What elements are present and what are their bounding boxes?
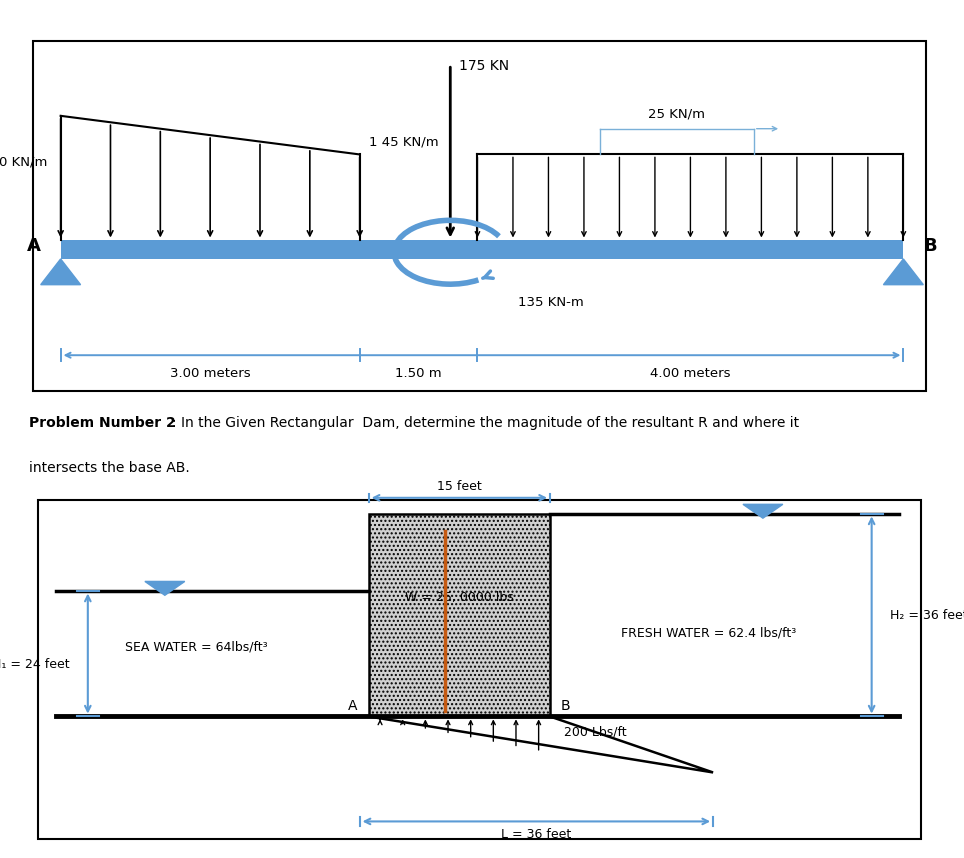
Text: 135 KN-m: 135 KN-m xyxy=(519,296,584,309)
Text: 175 KN: 175 KN xyxy=(459,59,509,73)
Polygon shape xyxy=(743,505,783,518)
Text: H₂ = 36 feet: H₂ = 36 feet xyxy=(890,608,964,621)
Polygon shape xyxy=(368,716,713,772)
Text: : In the Given Rectangular  Dam, determine the magnitude of the resultant R and : : In the Given Rectangular Dam, determin… xyxy=(173,416,799,430)
Text: W = 25, 0000 lbs: W = 25, 0000 lbs xyxy=(405,591,514,604)
FancyBboxPatch shape xyxy=(34,41,926,391)
Polygon shape xyxy=(145,582,185,595)
Text: 1 45 KN/m: 1 45 KN/m xyxy=(368,135,439,148)
Text: 1.50 m: 1.50 m xyxy=(395,366,442,379)
Text: 15 feet: 15 feet xyxy=(437,480,482,492)
Text: Problem Number 2: Problem Number 2 xyxy=(29,416,175,430)
Polygon shape xyxy=(883,259,924,285)
Text: L = 36 feet: L = 36 feet xyxy=(501,828,572,841)
Text: FRESH WATER = 62.4 lbs/ft³: FRESH WATER = 62.4 lbs/ft³ xyxy=(621,626,796,639)
Text: B: B xyxy=(924,237,937,255)
Text: B: B xyxy=(561,699,571,713)
Text: 3.00 meters: 3.00 meters xyxy=(170,366,251,379)
Text: A: A xyxy=(348,699,358,713)
Text: A: A xyxy=(27,237,40,255)
Text: 25 KN/m: 25 KN/m xyxy=(649,108,706,121)
Text: 4.00 meters: 4.00 meters xyxy=(650,366,731,379)
Text: SEA WATER = 64lbs/ft³: SEA WATER = 64lbs/ft³ xyxy=(125,640,268,653)
Polygon shape xyxy=(40,259,81,285)
FancyBboxPatch shape xyxy=(38,499,922,839)
Text: intersects the base AB.: intersects the base AB. xyxy=(29,462,190,475)
FancyBboxPatch shape xyxy=(368,514,549,716)
Text: 200 Lbs/ft: 200 Lbs/ft xyxy=(564,726,627,739)
Text: 130 KN/m: 130 KN/m xyxy=(0,155,47,169)
Text: H₁ = 24 feet: H₁ = 24 feet xyxy=(0,657,69,671)
FancyBboxPatch shape xyxy=(61,240,903,259)
